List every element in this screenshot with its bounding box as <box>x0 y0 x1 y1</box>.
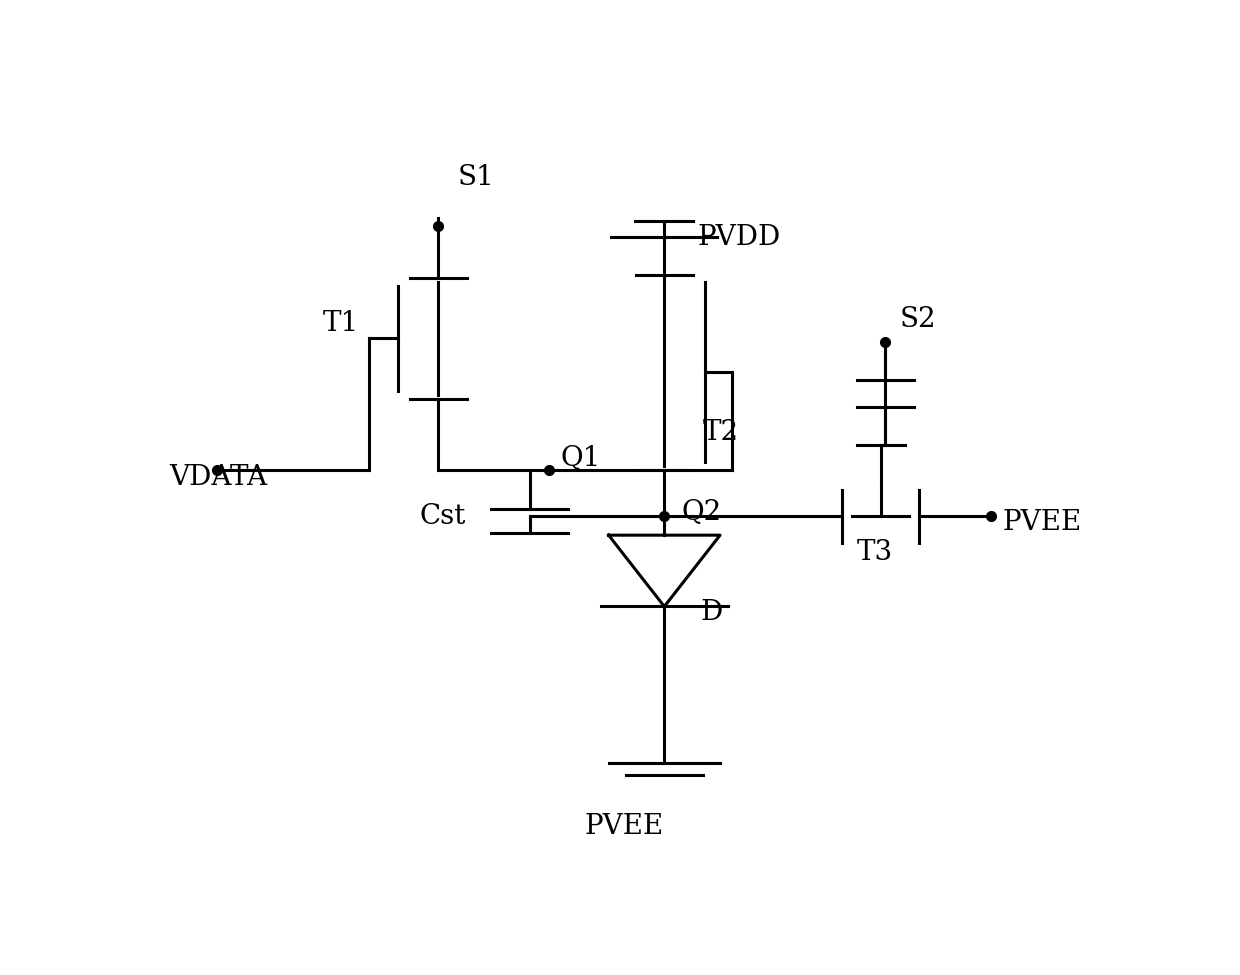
Text: VDATA: VDATA <box>170 464 268 490</box>
Text: Q2: Q2 <box>682 499 722 526</box>
Text: Cst: Cst <box>419 503 466 529</box>
Text: Q1: Q1 <box>560 446 601 472</box>
Text: PVEE: PVEE <box>584 813 663 839</box>
Text: S1: S1 <box>458 164 495 190</box>
Text: PVEE: PVEE <box>1003 509 1081 536</box>
Text: S2: S2 <box>900 306 936 333</box>
Text: PVDD: PVDD <box>698 223 781 251</box>
Text: T3: T3 <box>857 539 893 566</box>
Text: D: D <box>701 599 723 626</box>
Text: T1: T1 <box>324 310 360 337</box>
Text: T2: T2 <box>703 419 739 446</box>
